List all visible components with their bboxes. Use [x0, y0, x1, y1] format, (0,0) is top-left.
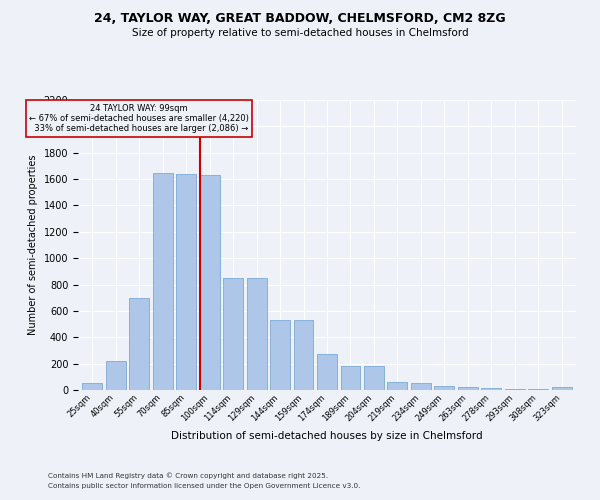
Bar	[388, 382, 407, 390]
Bar	[505, 388, 525, 390]
Bar	[458, 388, 478, 390]
Bar	[270, 320, 290, 390]
Bar	[552, 386, 572, 390]
Bar	[106, 361, 125, 390]
Bar	[82, 384, 102, 390]
Bar	[317, 354, 337, 390]
Bar	[200, 175, 220, 390]
Text: Contains HM Land Registry data © Crown copyright and database right 2025.: Contains HM Land Registry data © Crown c…	[48, 472, 328, 479]
Bar	[434, 386, 454, 390]
Bar	[364, 366, 384, 390]
Bar	[176, 174, 196, 390]
Bar	[152, 172, 173, 390]
Text: Size of property relative to semi-detached houses in Chelmsford: Size of property relative to semi-detach…	[131, 28, 469, 38]
Text: 24 TAYLOR WAY: 99sqm
← 67% of semi-detached houses are smaller (4,220)
  33% of : 24 TAYLOR WAY: 99sqm ← 67% of semi-detac…	[29, 104, 249, 134]
Bar	[411, 383, 431, 390]
Text: 24, TAYLOR WAY, GREAT BADDOW, CHELMSFORD, CM2 8ZG: 24, TAYLOR WAY, GREAT BADDOW, CHELMSFORD…	[94, 12, 506, 26]
Bar	[293, 320, 313, 390]
Bar	[223, 278, 243, 390]
Text: Contains public sector information licensed under the Open Government Licence v3: Contains public sector information licen…	[48, 483, 361, 489]
Y-axis label: Number of semi-detached properties: Number of semi-detached properties	[28, 155, 38, 336]
Bar	[481, 388, 502, 390]
Bar	[247, 278, 266, 390]
Bar	[129, 298, 149, 390]
Bar	[529, 388, 548, 390]
X-axis label: Distribution of semi-detached houses by size in Chelmsford: Distribution of semi-detached houses by …	[171, 432, 483, 442]
Bar	[341, 366, 361, 390]
